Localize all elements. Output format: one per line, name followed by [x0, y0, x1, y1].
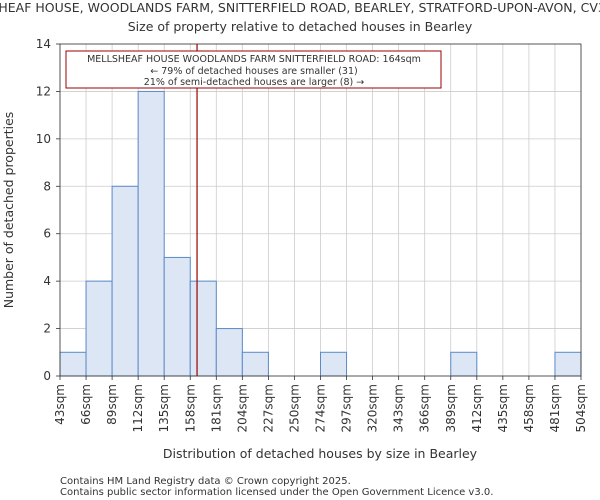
x-tick-label: 412sqm — [470, 384, 484, 432]
x-tick-label: 343sqm — [392, 384, 406, 432]
x-tick-label: 458sqm — [522, 384, 536, 432]
annotation-line-1: MELLSHEAF HOUSE WOODLANDS FARM SNITTERFI… — [87, 54, 421, 65]
x-tick-label: 504sqm — [574, 384, 588, 432]
x-tick-label: 435sqm — [496, 384, 510, 432]
x-axis-ticks: 43sqm 66sqm 89sqm 112sqm 135sqm 158sqm 181sqm 2… — [53, 376, 588, 432]
x-tick-label: 274sqm — [314, 384, 328, 432]
x-axis-title: Distribution of detached houses by size … — [163, 446, 478, 461]
y-tick-label: 2 — [43, 322, 51, 336]
histogram-bar — [450, 351, 478, 377]
bars — [59, 90, 582, 377]
y-tick-label: 14 — [36, 37, 51, 51]
footer-line-2: Contains public sector information licen… — [60, 487, 493, 498]
x-tick-label: 481sqm — [548, 384, 562, 432]
y-tick-label: 4 — [43, 274, 51, 288]
histogram-bar — [137, 90, 165, 377]
histogram-bar — [111, 185, 139, 377]
y-tick-label: 10 — [36, 132, 51, 146]
x-tick-label: 227sqm — [261, 384, 275, 432]
footer-line-1: Contains HM Land Registry data © Crown c… — [60, 476, 351, 487]
histogram-bar — [189, 280, 217, 377]
x-tick-label: 43sqm — [53, 384, 67, 425]
histogram-bar — [320, 351, 348, 377]
marker-annotation-box: MELLSHEAF HOUSE WOODLANDS FARM SNITTERFI… — [65, 50, 442, 89]
annotation-line-2: ← 79% of detached houses are smaller (31… — [150, 66, 357, 77]
histogram-bar — [215, 328, 243, 377]
x-tick-label: 66sqm — [79, 384, 93, 425]
x-tick-label: 250sqm — [287, 384, 301, 432]
y-tick-label: 6 — [43, 227, 51, 241]
chart-title-line1: MELLSHEAF HOUSE, WOODLANDS FARM, SNITTER… — [0, 0, 600, 15]
histogram-bar — [241, 351, 269, 377]
histogram-bar — [554, 351, 582, 377]
x-tick-label: 89sqm — [105, 384, 119, 425]
y-tick-label: 0 — [43, 369, 51, 383]
x-tick-label: 389sqm — [444, 384, 458, 432]
x-tick-label: 297sqm — [340, 384, 354, 432]
histogram-bar — [85, 280, 113, 377]
x-tick-label: 366sqm — [418, 384, 432, 432]
x-tick-label: 204sqm — [235, 384, 249, 432]
x-tick-label: 158sqm — [183, 384, 197, 432]
x-tick-label: 181sqm — [209, 384, 223, 432]
y-tick-label: 8 — [43, 179, 51, 193]
y-tick-label: 12 — [36, 84, 51, 98]
x-tick-label: 320sqm — [366, 384, 380, 432]
annotation-line-3: 21% of semi-detached houses are larger (… — [144, 77, 364, 88]
annotation-frame — [65, 50, 442, 89]
x-tick-label: 112sqm — [131, 384, 145, 432]
chart-title-line2: Size of property relative to detached ho… — [128, 19, 473, 34]
histogram-bar — [163, 256, 191, 377]
y-axis-ticks: 0 2 4 6 8 10 12 14 — [36, 37, 60, 383]
histogram-bar — [59, 351, 87, 377]
y-axis-title: Number of detached properties — [1, 112, 16, 309]
x-tick-label: 135sqm — [157, 384, 171, 432]
